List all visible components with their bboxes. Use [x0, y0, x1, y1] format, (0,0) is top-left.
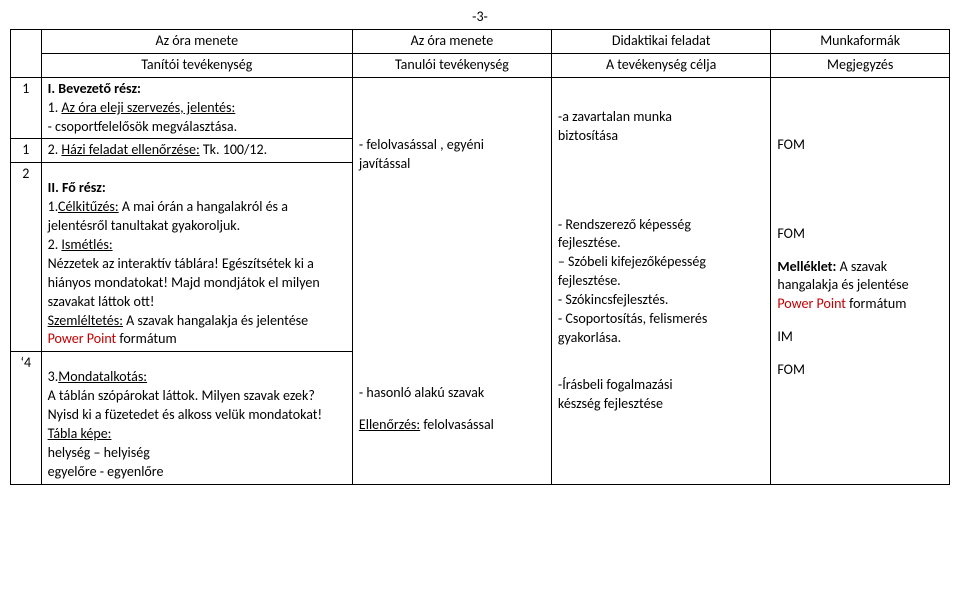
munkaformak-cell: FOM FOM Melléklet: A szavak hangalakja é… — [771, 77, 950, 484]
text: Tábla képe: — [48, 425, 112, 442]
text: Power Point — [48, 330, 117, 347]
tanulo-cell: - felolvasással , egyéni javítással - ha… — [352, 77, 551, 484]
text: -Írásbeli fogalmazási — [558, 376, 764, 395]
text: biztosítása — [558, 127, 764, 146]
text: formátum — [846, 295, 906, 312]
text: - Szókincsfejlesztés. — [558, 291, 764, 310]
didaktikai-cell: -a zavartalan munka biztosítása - Rendsz… — [551, 77, 770, 484]
text: készség fejlesztése — [558, 395, 764, 414]
text: FOM — [777, 225, 943, 244]
text: Melléklet: — [777, 258, 836, 275]
text: 2. — [48, 236, 62, 253]
row-num: 1 — [11, 77, 42, 139]
text: IM — [777, 328, 943, 347]
text: Házi feladat ellenőrzése: — [61, 141, 199, 158]
text: javítással — [359, 155, 545, 174]
text: Tk. 100/12. — [200, 141, 267, 158]
text: 2. — [48, 141, 62, 158]
text: Célkitűzés: — [58, 198, 119, 215]
header-col3-sub: A tevékenység célja — [551, 53, 770, 77]
row-num: ‘4 — [11, 352, 42, 484]
row-num: 1 — [11, 139, 42, 163]
text: Az óra eleji szervezés, jelentés: — [61, 99, 235, 116]
text: - felolvasással , egyéni — [359, 136, 545, 155]
header-col1-top: Az óra menete — [41, 30, 352, 54]
tanito-cell: 2. Házi feladat ellenőrzése: Tk. 100/12. — [41, 139, 352, 163]
text: Mondatalkotás: — [58, 368, 147, 385]
page-number: -3- — [10, 8, 950, 25]
text: 3. — [48, 368, 59, 385]
text: fejlesztése. — [558, 234, 764, 253]
tanito-cell: 3.Mondatalkotás: A táblán szópárokat lát… — [41, 352, 352, 484]
table-header-row-sub: Tanítói tevékenység Tanulói tevékenység … — [11, 53, 950, 77]
lesson-table: Az óra menete Az óra menete Didaktikai f… — [10, 29, 950, 485]
text: Ismétlés: — [61, 236, 112, 253]
table-row: 1 I. Bevezető rész: 1. Az óra eleji szer… — [11, 77, 950, 139]
text: Szemléltetés: — [48, 312, 123, 329]
text: Ellenőrzés: — [359, 416, 420, 433]
text: Power Point — [777, 295, 846, 312]
text: - Rendszerező képesség — [558, 216, 764, 235]
text: helység – helyiség — [48, 444, 150, 461]
row-num: 2 — [11, 163, 42, 352]
page-root: -3- Az óra menete Az óra menete Didaktik… — [0, 0, 960, 495]
text: - csoportfelelősök megválasztása. — [48, 118, 238, 135]
header-blank — [11, 30, 42, 78]
text: felolvasással — [420, 416, 494, 433]
header-col2-top: Az óra menete — [352, 30, 551, 54]
text: FOM — [777, 136, 943, 155]
text: Nézzetek az interaktív táblára! Egészíts… — [48, 255, 320, 310]
text: A táblán szópárokat láttok. Milyen szava… — [48, 387, 315, 404]
text: - Csoportosítás, felismerés — [558, 310, 764, 329]
header-col4-sub: Megjegyzés — [771, 53, 950, 77]
header-col3-top: Didaktikai feladat — [551, 30, 770, 54]
text: Nyisd ki a füzetedet és alkoss velük mon… — [48, 406, 322, 423]
table-header-row: Az óra menete Az óra menete Didaktikai f… — [11, 30, 950, 54]
text: - hasonló alakú szavak — [359, 384, 545, 403]
header-col4-top: Munkaformák — [771, 30, 950, 54]
text: II. Fő rész: — [48, 179, 106, 196]
text: 1. — [48, 99, 62, 116]
tanito-cell: I. Bevezető rész: 1. Az óra eleji szerve… — [41, 77, 352, 139]
text: fejlesztése. — [558, 272, 764, 291]
tanito-cell: II. Fő rész: 1.Célkitűzés: A mai órán a … — [41, 163, 352, 352]
text: A szavak hangalakja és jelentése — [123, 312, 308, 329]
header-col1-sub: Tanítói tevékenység — [41, 53, 352, 77]
text: I. Bevezető rész: — [48, 80, 141, 97]
text: egyelőre - egyenlőre — [48, 463, 164, 480]
text: formátum — [116, 330, 176, 347]
text: – Szóbeli kifejezőképesség — [558, 253, 764, 272]
header-col2-sub: Tanulói tevékenység — [352, 53, 551, 77]
text: gyakorlása. — [558, 329, 764, 348]
text: 1. — [48, 198, 58, 215]
text: -a zavartalan munka — [558, 108, 764, 127]
text: FOM — [777, 361, 943, 380]
